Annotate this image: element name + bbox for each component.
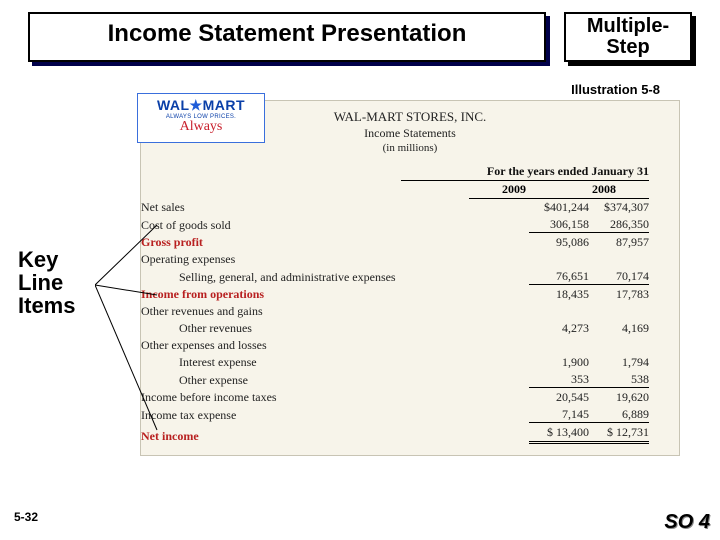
row-net-income: Net income$ 13,400$ 12,731 (141, 424, 679, 445)
statement-subtitle: (in millions) (141, 142, 679, 154)
header-row: Income Statement Presentation Multiple- … (28, 12, 692, 62)
row-tax: Income tax expense7,1456,889 (141, 406, 679, 424)
row-opex-hdr: Operating expenses (141, 251, 679, 268)
row-other-rev: Other revenues4,2734,169 (141, 320, 679, 337)
year-1: 2009 (469, 181, 559, 199)
period-label: For the years ended January 31 (401, 164, 649, 181)
row-other-exp: Other expense353538 (141, 371, 679, 389)
key-line-items-label: Key Line Items (18, 248, 75, 317)
row-gross-profit: Gross profit95,08687,957 (141, 234, 679, 251)
row-net-sales: Net sales$401,244$374,307 (141, 199, 679, 216)
row-sga: Selling, general, and administrative exp… (141, 268, 679, 286)
logo-script: Always (142, 119, 260, 135)
logo-right: MART (203, 97, 245, 113)
key-line-3: Items (18, 294, 75, 317)
row-cogs: Cost of goods sold306,158286,350 (141, 216, 679, 234)
row-op-income: Income from operations18,43517,783 (141, 286, 679, 303)
logo-left: WAL (157, 97, 190, 113)
row-other-exp-hdr: Other expenses and losses (141, 337, 679, 354)
key-line-2: Line (18, 271, 75, 294)
badge-line2: Step (572, 37, 684, 58)
row-int-exp: Interest expense1,9001,794 (141, 354, 679, 371)
page-title: Income Statement Presentation (108, 20, 467, 47)
financial-table: Net sales$401,244$374,307 Cost of goods … (141, 199, 679, 445)
key-line-1: Key (18, 248, 75, 271)
badge-box: Multiple- Step (564, 12, 692, 62)
row-other-rev-hdr: Other revenues and gains (141, 303, 679, 320)
year-2: 2008 (559, 181, 649, 199)
page-number: 5-32 (14, 510, 38, 524)
income-statement: WAL★MART ALWAYS LOW PRICES. Always WAL-M… (140, 100, 680, 456)
row-pretax: Income before income taxes20,54519,620 (141, 389, 679, 406)
star-icon: ★ (190, 97, 203, 113)
walmart-logo: WAL★MART ALWAYS LOW PRICES. Always (137, 93, 265, 143)
study-objective: SO 4 (664, 511, 710, 534)
illustration-label: Illustration 5-8 (571, 82, 660, 97)
title-box: Income Statement Presentation (28, 12, 546, 62)
badge-line1: Multiple- (572, 16, 684, 37)
period-header: For the years ended January 31 (141, 164, 679, 181)
year-headers: 2009 2008 (141, 181, 679, 199)
